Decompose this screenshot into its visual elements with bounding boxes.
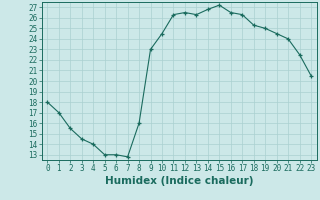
X-axis label: Humidex (Indice chaleur): Humidex (Indice chaleur) <box>105 176 253 186</box>
